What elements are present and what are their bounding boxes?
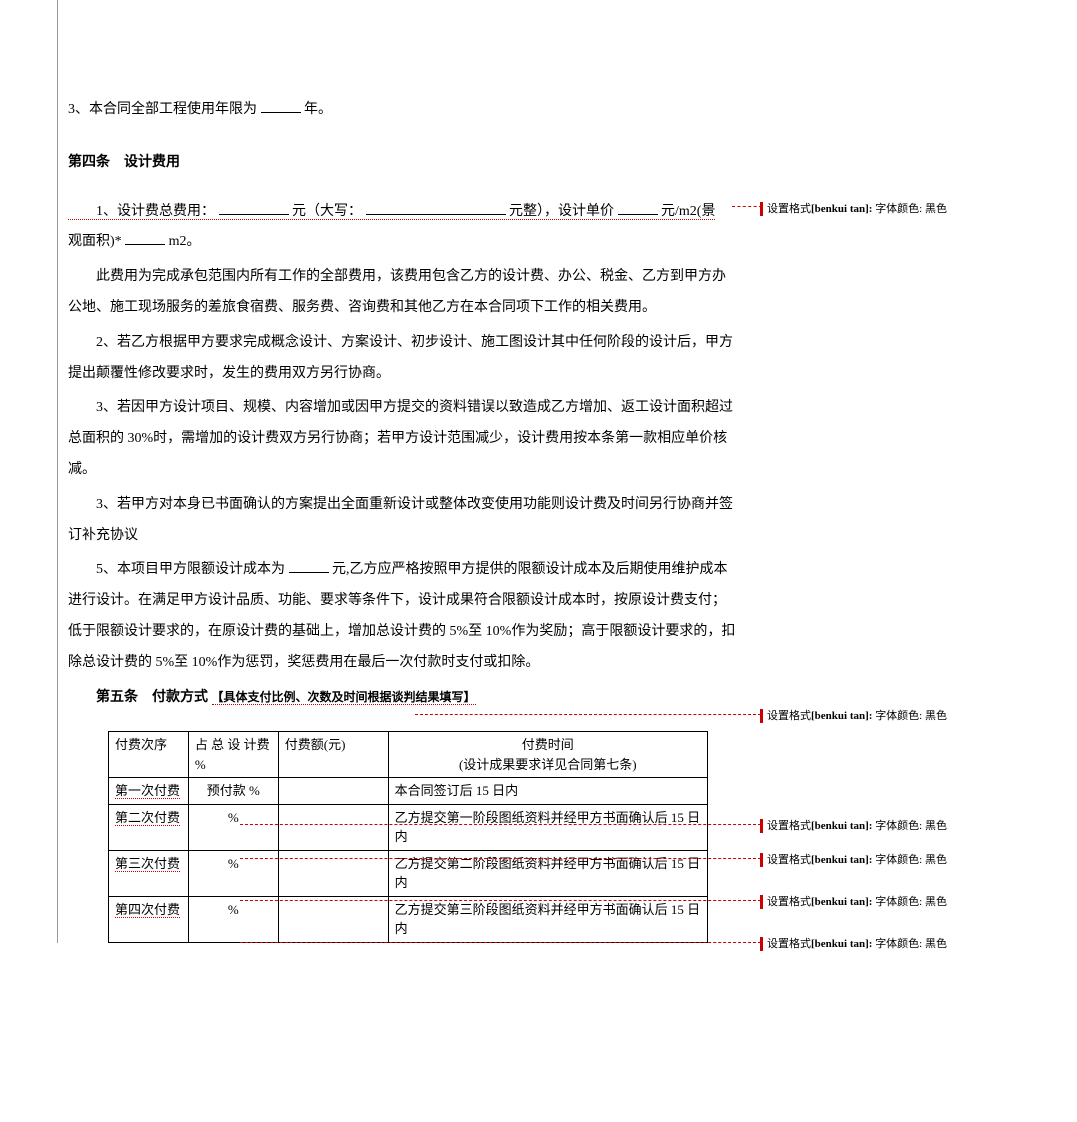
table-cell: 预付款 % bbox=[188, 778, 278, 805]
comment-author: [benkui tan]: bbox=[811, 820, 872, 832]
comment-label: 设置格式 bbox=[767, 820, 811, 832]
table-cell bbox=[278, 778, 388, 805]
text: 5、本项目甲方限额设计成本为 bbox=[68, 562, 285, 577]
text: m2。 bbox=[169, 234, 201, 249]
section-5-title-line: 第五条 付款方式 【具体支付比例、次数及时间根据谈判结果填写】 bbox=[68, 683, 737, 714]
comment-connector bbox=[240, 824, 761, 825]
table-header: 占 总 设 计费 % bbox=[188, 732, 278, 778]
format-comment: 设置格式[benkui tan]: 字体颜色: 黑色 bbox=[760, 817, 947, 833]
section-4-p4: 3、若因甲方设计项目、规模、内容增加或因甲方提交的资料错误以致造成乙方增加、返工… bbox=[68, 393, 737, 485]
comment-author: [benkui tan]: bbox=[811, 710, 872, 722]
comment-bar-icon bbox=[760, 895, 763, 909]
blank-field[interactable] bbox=[289, 559, 329, 573]
section-4-p6: 5、本项目甲方限额设计成本为 元,乙方应严格按照甲方提供的限额设计成本及后期使用… bbox=[68, 555, 737, 678]
section-4-p5: 3、若甲方对本身已书面确认的方案提出全面重新设计或整体改变使用功能则设计费及时间… bbox=[68, 490, 737, 552]
format-comment: 设置格式[benkui tan]: 字体颜色: 黑色 bbox=[760, 200, 947, 216]
table-row: 第一次付费预付款 % 本合同签订后 15 日内 bbox=[109, 778, 708, 805]
document-body: 3、本合同全部工程使用年限为 年。 第四条 设计费用 1、设计费总费用： 元（大… bbox=[58, 0, 737, 943]
text: 观面积)* bbox=[68, 234, 122, 249]
blank-field[interactable] bbox=[618, 201, 658, 215]
comment-bar-icon bbox=[760, 709, 763, 723]
table-cell bbox=[278, 896, 388, 942]
table-header-row: 付费次序 占 总 设 计费 % 付费额(元) 付费时间(设计成果要求详见合同第七… bbox=[109, 732, 708, 778]
comment-author: [benkui tan]: bbox=[811, 896, 872, 908]
text: 付费时间(设计成果要求详见合同第七条) bbox=[459, 737, 637, 772]
comment-body: 字体颜色: 黑色 bbox=[872, 820, 947, 832]
format-comment: 设置格式[benkui tan]: 字体颜色: 黑色 bbox=[760, 851, 947, 867]
blank-field[interactable] bbox=[125, 231, 165, 245]
table-header: 付费额(元) bbox=[278, 732, 388, 778]
text: 元整），设计单价 bbox=[509, 204, 614, 219]
section-5-note: 【具体支付比例、次数及时间根据谈判结果填写】 bbox=[212, 690, 476, 705]
text: 元（大写： bbox=[292, 204, 362, 219]
comment-label: 设置格式 bbox=[767, 203, 811, 215]
comment-bar-icon bbox=[760, 937, 763, 951]
comment-label: 设置格式 bbox=[767, 854, 811, 866]
table-header: 付费时间(设计成果要求详见合同第七条) bbox=[388, 732, 707, 778]
comment-connector bbox=[732, 206, 762, 207]
text: 元,乙方应严格按照甲方提供的限额设计成本及后期使用维护成本进行设计。在满足甲方设… bbox=[68, 562, 735, 669]
comment-connector bbox=[240, 942, 761, 943]
blank-field[interactable] bbox=[366, 201, 506, 215]
section-4-p1: 1、设计费总费用： 元（大写： 元整），设计单价 元/m2(景 观面积)* m2… bbox=[68, 197, 737, 259]
section-4-p3: 2、若乙方根据甲方要求完成概念设计、方案设计、初步设计、施工图设计其中任何阶段的… bbox=[68, 328, 737, 390]
text: 元/m2(景 bbox=[661, 204, 715, 219]
table-cell: 乙方提交第一阶段图纸资料并经甲方书面确认后 15 日内 bbox=[388, 804, 707, 850]
table-cell: 第二次付费 bbox=[109, 804, 189, 850]
table-cell: 乙方提交第三阶段图纸资料并经甲方书面确认后 15 日内 bbox=[388, 896, 707, 942]
table-cell: 第一次付费 bbox=[109, 778, 189, 805]
comment-bar-icon bbox=[760, 819, 763, 833]
table-row: 第四次付费% 乙方提交第三阶段图纸资料并经甲方书面确认后 15 日内 bbox=[109, 896, 708, 942]
blank-field[interactable] bbox=[219, 201, 289, 215]
table-cell: % bbox=[188, 804, 278, 850]
comment-bar-icon bbox=[760, 853, 763, 867]
format-comment: 设置格式[benkui tan]: 字体颜色: 黑色 bbox=[760, 707, 947, 723]
text: 3、本合同全部工程使用年限为 bbox=[68, 102, 257, 117]
format-comment: 设置格式[benkui tan]: 字体颜色: 黑色 bbox=[760, 893, 947, 909]
comment-body: 字体颜色: 黑色 bbox=[872, 203, 947, 215]
text: 年。 bbox=[304, 102, 332, 117]
table-cell: % bbox=[188, 896, 278, 942]
text: 1、设计费总费用： bbox=[96, 204, 215, 219]
comment-body: 字体颜色: 黑色 bbox=[872, 854, 947, 866]
format-comment: 设置格式[benkui tan]: 字体颜色: 黑色 bbox=[760, 935, 947, 951]
table-header: 付费次序 bbox=[109, 732, 189, 778]
section-4-title: 第四条 设计费用 bbox=[68, 148, 737, 179]
comment-connector bbox=[415, 714, 761, 715]
document-page: 3、本合同全部工程使用年限为 年。 第四条 设计费用 1、设计费总费用： 元（大… bbox=[57, 0, 737, 943]
payment-table: 付费次序 占 总 设 计费 % 付费额(元) 付费时间(设计成果要求详见合同第七… bbox=[108, 731, 708, 943]
table-row: 第二次付费% 乙方提交第一阶段图纸资料并经甲方书面确认后 15 日内 bbox=[109, 804, 708, 850]
comment-author: [benkui tan]: bbox=[811, 938, 872, 950]
comment-author: [benkui tan]: bbox=[811, 203, 872, 215]
comment-bar-icon bbox=[760, 202, 763, 216]
comment-label: 设置格式 bbox=[767, 710, 811, 722]
comment-connector bbox=[240, 858, 761, 859]
section-5-title: 第五条 付款方式 bbox=[96, 690, 208, 705]
table-cell: 第三次付费 bbox=[109, 850, 189, 896]
payment-table-body: 第一次付费预付款 % 本合同签订后 15 日内第二次付费% 乙方提交第一阶段图纸资料… bbox=[109, 778, 708, 943]
top-clause: 3、本合同全部工程使用年限为 年。 bbox=[68, 95, 737, 126]
table-cell bbox=[278, 804, 388, 850]
comment-label: 设置格式 bbox=[767, 938, 811, 950]
comment-body: 字体颜色: 黑色 bbox=[872, 896, 947, 908]
comment-body: 字体颜色: 黑色 bbox=[872, 938, 947, 950]
comment-connector bbox=[240, 900, 761, 901]
comment-label: 设置格式 bbox=[767, 896, 811, 908]
table-cell: 本合同签订后 15 日内 bbox=[388, 778, 707, 805]
comment-body: 字体颜色: 黑色 bbox=[872, 710, 947, 722]
section-4-p2: 此费用为完成承包范围内所有工作的全部费用，该费用包含乙方的设计费、办公、税金、乙… bbox=[68, 262, 737, 324]
comment-author: [benkui tan]: bbox=[811, 854, 872, 866]
table-cell: 第四次付费 bbox=[109, 896, 189, 942]
blank-field[interactable] bbox=[261, 99, 301, 113]
